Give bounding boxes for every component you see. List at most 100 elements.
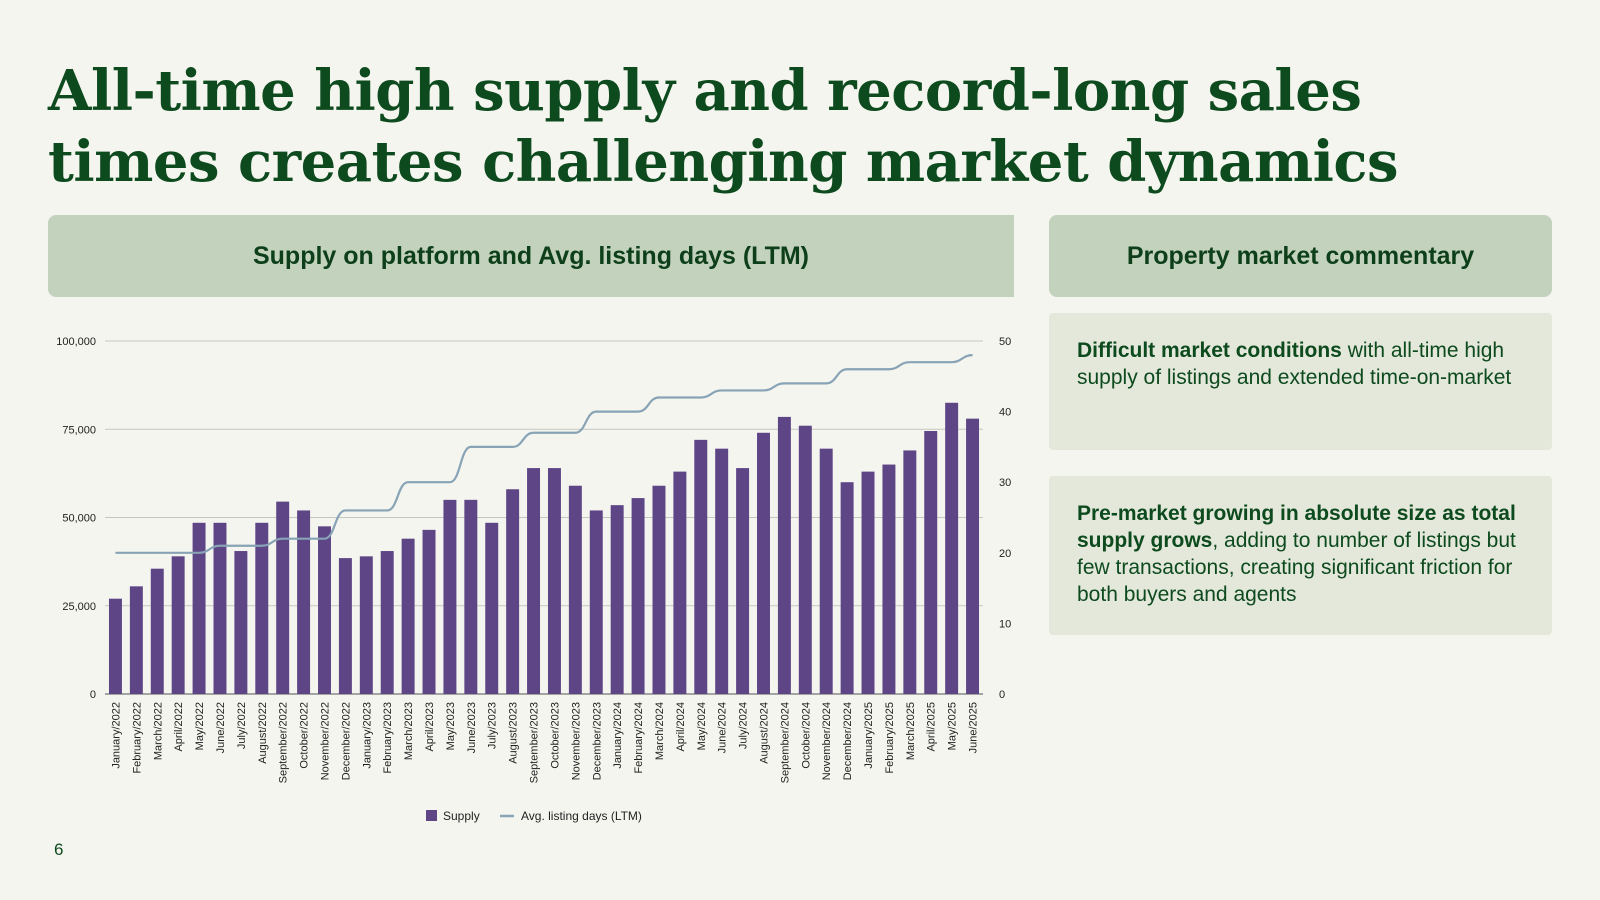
x-tick-label: November/2024 (821, 702, 833, 780)
bar-april-2022 (171, 556, 185, 694)
bar-march-2025 (903, 450, 917, 694)
x-tick-label: January/2023 (361, 702, 373, 769)
x-tick-label: June/2022 (215, 702, 227, 753)
x-tick-label: August/2024 (759, 702, 771, 764)
x-tick-label: October/2024 (800, 702, 812, 769)
x-tick-label: September/2023 (529, 702, 541, 783)
bar-may-2025 (945, 402, 959, 694)
x-tick-label: January/2022 (110, 702, 122, 769)
y-left-tick-label: 0 (90, 689, 96, 701)
commentary-1-bold: Difficult market conditions (1077, 339, 1342, 362)
x-tick-label: August/2023 (508, 702, 520, 764)
bar-october-2023 (547, 468, 561, 694)
bar-august-2022 (255, 522, 269, 694)
x-tick-label: February/2023 (382, 702, 394, 774)
x-tick-label: June/2024 (717, 702, 729, 753)
y-right-tick-label: 0 (999, 689, 1005, 701)
x-tick-label: March/2022 (152, 702, 164, 760)
x-tick-label: June/2025 (968, 702, 980, 753)
bar-january-2023 (359, 556, 373, 694)
x-tick-label: December/2022 (340, 702, 352, 780)
x-tick-label: May/2025 (947, 702, 959, 750)
x-tick-label: March/2023 (403, 702, 415, 760)
legend-supply-swatch (426, 810, 437, 821)
bar-april-2024 (673, 471, 687, 694)
bar-april-2025 (924, 431, 938, 694)
bar-june-2022 (213, 522, 227, 694)
bar-july-2022 (234, 551, 248, 694)
bar-october-2024 (798, 425, 812, 694)
x-tick-label: July/2023 (487, 702, 499, 749)
x-tick-label: April/2022 (173, 702, 185, 752)
slide-title: All-time high supply and record-long sal… (48, 58, 1399, 195)
bar-september-2024 (777, 416, 791, 694)
x-tick-label: March/2024 (654, 702, 666, 760)
commentary-box-2: Pre-market growing in absolute size as t… (1049, 476, 1552, 635)
supply-listing-days-chart: 0 25,000 50,000 75,000 100,000 0 10 20 30 40 50 Jan… (56, 336, 1011, 823)
x-tick-label: October/2022 (299, 702, 311, 769)
x-tick-label: April/2024 (675, 702, 687, 752)
y-left-tick-label: 100,000 (56, 336, 96, 348)
chart-panel-title: Supply on platform and Avg. listing days… (252, 241, 810, 270)
bar-august-2023 (506, 489, 520, 694)
y-left-tick-label: 25,000 (62, 601, 96, 613)
bar-march-2022 (150, 568, 164, 694)
x-tick-label: June/2023 (466, 702, 478, 753)
x-tick-label: July/2024 (738, 702, 750, 749)
chart-panel-header: Supply on platform and Avg. listing days… (48, 215, 1014, 297)
y-right-tick-label: 40 (999, 407, 1011, 419)
bar-june-2025 (966, 418, 980, 694)
bar-february-2025 (882, 464, 896, 694)
bar-march-2023 (401, 538, 415, 694)
x-tick-label: September/2022 (278, 702, 290, 783)
bar-january-2022 (108, 598, 122, 694)
bar-november-2023 (568, 485, 582, 694)
bar-may-2023 (443, 499, 457, 694)
commentary-2-text: , adding to number of listings but few t… (1077, 529, 1516, 606)
bar-april-2023 (422, 529, 436, 694)
bar-february-2023 (380, 551, 394, 694)
bar-october-2022 (297, 510, 311, 694)
x-tick-label: April/2023 (424, 702, 436, 752)
x-tick-label: November/2023 (570, 702, 582, 780)
bar-may-2022 (192, 522, 206, 694)
x-tick-label: August/2022 (257, 702, 269, 764)
x-tick-label: February/2022 (131, 702, 143, 774)
bar-september-2022 (276, 501, 290, 694)
commentary-2-bold: Pre-market growing in absolute size as t… (1077, 502, 1516, 552)
bar-november-2024 (819, 448, 833, 694)
bar-june-2023 (464, 499, 478, 694)
x-tick-label: November/2022 (320, 702, 332, 780)
bar-december-2024 (840, 482, 854, 694)
bar-august-2024 (757, 432, 770, 694)
bar-march-2024 (652, 485, 666, 694)
legend-supply-label: Supply (443, 809, 480, 823)
bar-july-2023 (485, 522, 499, 694)
y-left-tick-label: 75,000 (62, 424, 96, 436)
x-tick-label: October/2023 (549, 702, 561, 769)
y-left-tick-label: 50,000 (62, 513, 96, 525)
x-tick-label: January/2024 (612, 702, 624, 769)
bar-july-2024 (736, 468, 750, 694)
bar-december-2023 (589, 510, 603, 694)
x-tick-label: May/2023 (445, 702, 457, 750)
commentary-header: Property market commentary (1049, 215, 1552, 297)
x-tick-label: March/2025 (905, 702, 917, 760)
bar-december-2022 (338, 558, 352, 694)
line-avg-listing-days (115, 354, 973, 554)
x-tick-label: December/2024 (842, 702, 854, 780)
x-tick-label: May/2022 (194, 702, 206, 750)
x-tick-label: September/2024 (779, 702, 791, 783)
bar-june-2024 (715, 448, 729, 694)
x-tick-label: February/2025 (884, 702, 896, 774)
bar-february-2022 (129, 586, 143, 694)
y-right-tick-label: 30 (999, 477, 1011, 489)
x-tick-label: May/2024 (696, 702, 708, 750)
y-right-tick-label: 10 (999, 618, 1011, 630)
bar-may-2024 (694, 439, 708, 694)
y-right-tick-label: 20 (999, 548, 1011, 560)
commentary-1-text: with all-time high supply of listings an… (1077, 339, 1512, 389)
x-tick-label: April/2025 (926, 702, 938, 752)
bar-january-2024 (610, 505, 624, 694)
legend-line-label: Avg. listing days (LTM) (521, 809, 642, 823)
